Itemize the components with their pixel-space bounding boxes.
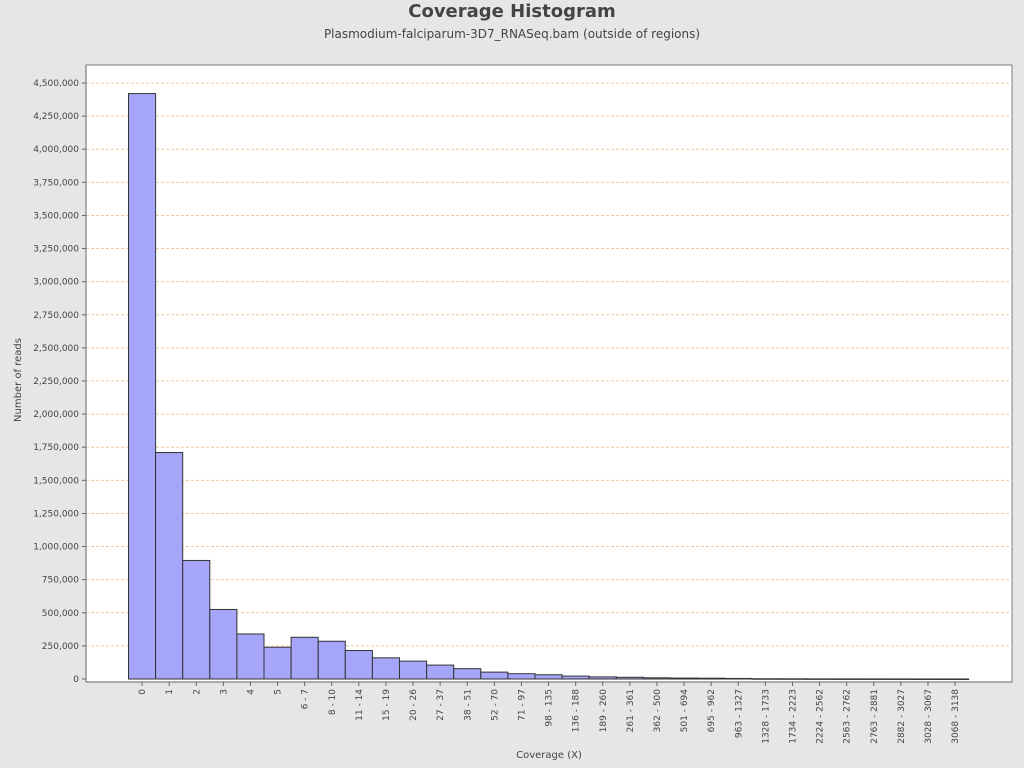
x-tick-label: 963 - 1327 [734, 689, 744, 738]
x-tick-label: 2224 - 2562 [816, 689, 826, 744]
x-tick-label: 11 - 14 [355, 689, 365, 721]
bar-2 [182, 559, 211, 680]
plot-area [85, 64, 1013, 683]
bar-1 [155, 452, 184, 680]
bar-18 [615, 676, 644, 680]
bar-3 [209, 608, 238, 680]
x-tick-label: 501 - 694 [680, 689, 690, 733]
x-tick-label: 5 [274, 689, 284, 695]
x-tick-label: 3 [219, 689, 229, 695]
bar-20 [670, 677, 699, 680]
x-tick-label: 1 [165, 689, 175, 695]
bar-16 [561, 675, 590, 680]
y-tick-label: 2,000,000 [33, 410, 79, 420]
bar-25 [805, 678, 834, 680]
bars [128, 93, 970, 680]
y-tick-label: 2,500,000 [33, 344, 79, 354]
x-tick-label: 2763 - 2881 [870, 689, 880, 744]
y-tick-label: 500,000 [42, 609, 79, 619]
grid-lines [86, 82, 1012, 647]
bar-12 [453, 668, 482, 680]
x-axis-title: Coverage (X) [516, 750, 582, 761]
bar-22 [724, 677, 753, 680]
x-tick-label: 189 - 260 [599, 689, 609, 733]
x-tick-label: 15 - 19 [382, 689, 392, 721]
bar-4 [236, 633, 265, 680]
x-tick-label: 4 [246, 689, 256, 695]
x-tick-label: 3028 - 3067 [924, 689, 934, 744]
bar-27 [859, 678, 888, 680]
y-axis-title: Number of reads [13, 338, 24, 422]
bar-30 [941, 678, 970, 680]
bar-5 [263, 646, 292, 680]
x-tick-label: 27 - 37 [436, 689, 446, 721]
bar-0 [128, 93, 157, 680]
bar-19 [642, 677, 672, 680]
bar-23 [751, 678, 780, 680]
y-tick-label: 2,250,000 [33, 377, 79, 387]
y-ticks: 0 250,000 500,000 750,000 1,000,000 1,250,000… [33, 79, 86, 685]
x-tick-label: 261 - 361 [626, 689, 636, 732]
bar-11 [426, 664, 455, 680]
bar-7 [317, 640, 346, 680]
x-tick-label: 52 - 70 [490, 689, 500, 721]
bar-10 [399, 660, 428, 680]
bar-6 [290, 636, 319, 680]
y-tick-label: 3,000,000 [33, 278, 79, 288]
x-tick-label: 1328 - 1733 [761, 689, 771, 744]
y-tick-label: 1,250,000 [33, 509, 79, 519]
bar-8 [344, 650, 373, 680]
y-tick-label: 250,000 [42, 642, 79, 652]
x-tick-label: 695 - 962 [707, 689, 717, 732]
x-tick-label: 3068 - 3138 [951, 689, 961, 744]
bar-26 [832, 678, 861, 680]
x-tick-label: 2 [192, 689, 202, 695]
x-tick-label: 98 - 135 [545, 689, 555, 727]
y-tick-label: 0 [73, 675, 79, 685]
bar-9 [371, 657, 400, 680]
x-tick-label: 1734 - 2223 [788, 689, 798, 744]
x-tick-label: 20 - 26 [409, 689, 419, 721]
y-tick-label: 3,750,000 [33, 178, 79, 188]
y-tick-label: 4,250,000 [33, 112, 79, 122]
bar-28 [886, 678, 915, 680]
x-ticks: 0 1 2 3 4 5 6 - 7 8 - 10 11 - 14 15 - 19 20 - 26 27… [138, 682, 961, 744]
x-tick-label: 2563 - 2762 [843, 689, 853, 744]
bar-21 [697, 677, 726, 680]
y-tick-label: 1,500,000 [33, 476, 79, 486]
chart-title: Coverage Histogram [408, 1, 616, 22]
x-tick-label: 71 - 97 [517, 689, 527, 721]
x-tick-label: 38 - 51 [463, 689, 473, 721]
bar-24 [778, 678, 807, 680]
x-tick-label: 8 - 10 [328, 689, 338, 715]
bar-17 [588, 676, 617, 680]
y-tick-label: 4,000,000 [33, 145, 79, 155]
y-tick-label: 4,500,000 [33, 79, 79, 89]
x-tick-label: 136 - 188 [572, 689, 582, 733]
y-tick-label: 3,500,000 [33, 211, 79, 221]
bar-13 [480, 671, 509, 680]
x-tick-label: 362 - 500 [653, 689, 663, 733]
y-tick-label: 2,750,000 [33, 311, 79, 321]
y-tick-label: 750,000 [42, 576, 79, 586]
bar-29 [913, 678, 943, 680]
x-tick-label: 2882 - 3027 [897, 689, 907, 744]
x-tick-label: 0 [138, 689, 148, 695]
bar-14 [507, 673, 536, 680]
y-tick-label: 1,000,000 [33, 543, 79, 553]
chart-subtitle: Plasmodium-falciparum-3D7_RNASeq.bam (ou… [323, 27, 701, 41]
y-tick-label: 1,750,000 [33, 443, 79, 453]
bar-15 [534, 674, 563, 680]
x-tick-label: 6 - 7 [301, 689, 311, 709]
y-tick-label: 3,250,000 [33, 245, 79, 255]
